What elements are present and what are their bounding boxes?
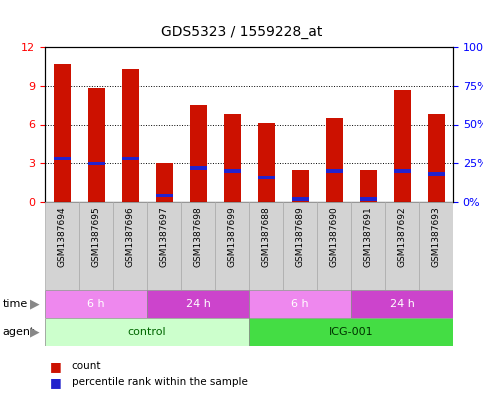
- Bar: [419, 202, 453, 290]
- Text: GDS5323 / 1559228_at: GDS5323 / 1559228_at: [161, 25, 322, 39]
- Bar: [156, 194, 172, 197]
- Text: 24 h: 24 h: [390, 299, 414, 309]
- Text: percentile rank within the sample: percentile rank within the sample: [71, 377, 247, 387]
- Text: ▶: ▶: [30, 325, 40, 338]
- Text: GSM1387695: GSM1387695: [91, 206, 100, 267]
- Text: agent: agent: [2, 327, 35, 337]
- Text: 6 h: 6 h: [291, 299, 309, 309]
- Bar: [215, 202, 249, 290]
- Bar: [189, 166, 207, 169]
- Text: time: time: [2, 299, 28, 309]
- Text: GSM1387691: GSM1387691: [364, 206, 372, 267]
- Bar: [317, 202, 351, 290]
- Text: GSM1387694: GSM1387694: [57, 206, 67, 267]
- Bar: [257, 123, 274, 202]
- Bar: [292, 197, 309, 200]
- Bar: [45, 290, 147, 318]
- Text: ▶: ▶: [30, 298, 40, 310]
- Bar: [189, 105, 207, 202]
- Bar: [113, 202, 147, 290]
- Text: GSM1387697: GSM1387697: [159, 206, 169, 267]
- Text: GSM1387693: GSM1387693: [431, 206, 440, 267]
- Bar: [156, 163, 172, 202]
- Bar: [224, 169, 241, 173]
- Bar: [283, 202, 317, 290]
- Bar: [122, 69, 139, 202]
- Bar: [394, 169, 411, 173]
- Bar: [249, 202, 283, 290]
- Bar: [122, 157, 139, 160]
- Text: GSM1387692: GSM1387692: [398, 206, 407, 267]
- Bar: [249, 290, 351, 318]
- Text: GSM1387689: GSM1387689: [296, 206, 304, 267]
- Bar: [224, 114, 241, 202]
- Bar: [427, 114, 444, 202]
- Text: ■: ■: [50, 376, 61, 389]
- Text: GSM1387699: GSM1387699: [227, 206, 237, 267]
- Text: ICG-001: ICG-001: [329, 327, 373, 337]
- Text: control: control: [128, 327, 166, 337]
- Bar: [351, 290, 453, 318]
- Bar: [385, 202, 419, 290]
- Bar: [326, 169, 342, 173]
- Bar: [326, 118, 342, 202]
- Bar: [87, 88, 104, 202]
- Bar: [147, 202, 181, 290]
- Bar: [45, 202, 79, 290]
- Text: ■: ■: [50, 360, 61, 373]
- Text: GSM1387690: GSM1387690: [329, 206, 339, 267]
- Bar: [249, 318, 453, 346]
- Text: count: count: [71, 362, 101, 371]
- Bar: [181, 202, 215, 290]
- Bar: [147, 290, 249, 318]
- Bar: [54, 64, 71, 202]
- Bar: [87, 162, 104, 165]
- Text: 24 h: 24 h: [185, 299, 211, 309]
- Bar: [359, 170, 377, 202]
- Text: GSM1387696: GSM1387696: [126, 206, 134, 267]
- Bar: [359, 197, 377, 200]
- Text: GSM1387688: GSM1387688: [261, 206, 270, 267]
- Bar: [79, 202, 113, 290]
- Bar: [45, 318, 249, 346]
- Bar: [351, 202, 385, 290]
- Bar: [54, 157, 71, 160]
- Bar: [292, 170, 309, 202]
- Bar: [427, 173, 444, 176]
- Bar: [394, 90, 411, 202]
- Text: GSM1387698: GSM1387698: [194, 206, 202, 267]
- Bar: [257, 176, 274, 179]
- Text: 6 h: 6 h: [87, 299, 105, 309]
